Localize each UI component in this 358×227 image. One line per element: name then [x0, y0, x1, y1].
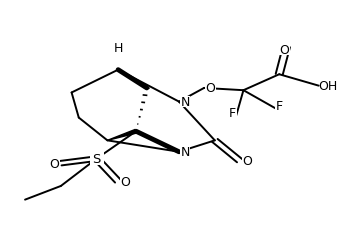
Text: N: N	[180, 146, 190, 159]
FancyBboxPatch shape	[49, 158, 60, 169]
Text: F: F	[229, 106, 236, 120]
Text: OH: OH	[318, 80, 338, 93]
FancyBboxPatch shape	[275, 101, 284, 111]
Polygon shape	[107, 130, 137, 141]
Text: H: H	[113, 42, 123, 55]
FancyBboxPatch shape	[242, 155, 252, 167]
Text: O: O	[120, 175, 130, 188]
FancyBboxPatch shape	[205, 83, 216, 94]
Text: O: O	[242, 155, 252, 168]
Text: O: O	[280, 44, 290, 57]
FancyBboxPatch shape	[114, 43, 122, 53]
FancyBboxPatch shape	[228, 108, 237, 118]
Text: F: F	[276, 100, 283, 113]
Text: N: N	[180, 96, 190, 109]
Text: O: O	[205, 82, 215, 95]
Text: O: O	[49, 157, 59, 170]
FancyBboxPatch shape	[320, 81, 336, 92]
FancyBboxPatch shape	[120, 176, 131, 187]
FancyBboxPatch shape	[90, 153, 104, 165]
FancyBboxPatch shape	[180, 146, 190, 158]
FancyBboxPatch shape	[279, 45, 290, 56]
FancyBboxPatch shape	[180, 96, 190, 108]
Text: S: S	[92, 152, 101, 165]
